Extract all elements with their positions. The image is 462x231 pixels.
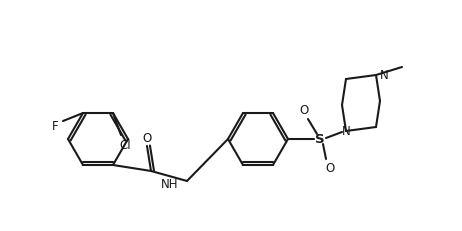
Text: O: O <box>325 162 334 175</box>
Text: S: S <box>315 133 325 146</box>
Text: O: O <box>142 132 152 145</box>
Text: N: N <box>341 125 350 138</box>
Text: NH: NH <box>161 178 179 191</box>
Text: Cl: Cl <box>119 138 131 151</box>
Text: N: N <box>380 69 389 82</box>
Text: O: O <box>299 104 309 117</box>
Text: F: F <box>52 119 58 132</box>
